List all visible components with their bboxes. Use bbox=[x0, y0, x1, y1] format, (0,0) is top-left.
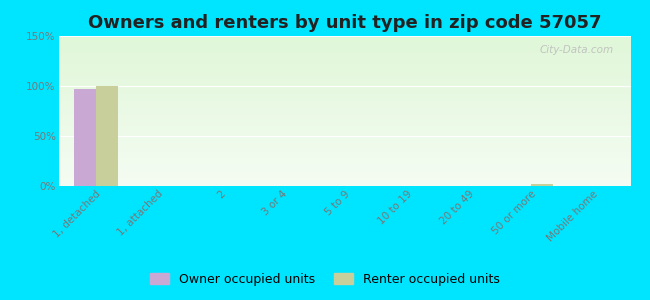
Title: Owners and renters by unit type in zip code 57057: Owners and renters by unit type in zip c… bbox=[88, 14, 601, 32]
Text: City-Data.com: City-Data.com bbox=[540, 45, 614, 55]
Bar bbox=[96, 86, 118, 186]
Bar bbox=[74, 89, 96, 186]
Legend: Owner occupied units, Renter occupied units: Owner occupied units, Renter occupied un… bbox=[146, 268, 504, 291]
Bar bbox=[531, 184, 552, 186]
